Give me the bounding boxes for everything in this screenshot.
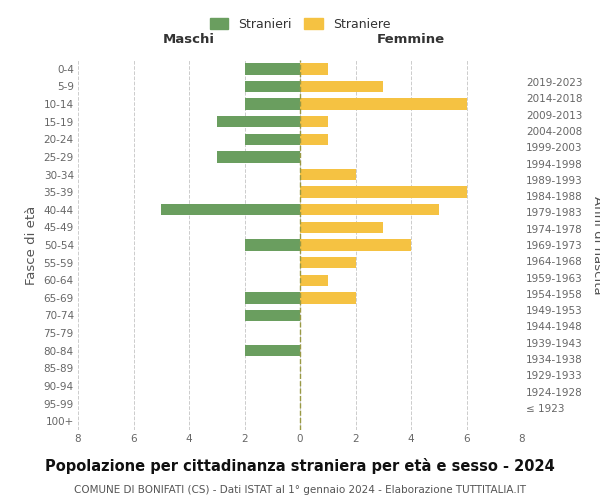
Bar [245,310,300,321]
Bar [300,134,328,145]
Bar [245,134,300,145]
Bar [300,222,383,233]
Bar [300,257,356,268]
Bar [300,169,356,180]
Bar [300,204,439,216]
Text: Maschi: Maschi [163,33,215,46]
Bar [300,186,467,198]
Bar [300,98,467,110]
Bar [245,240,300,250]
Bar [300,80,383,92]
Bar [300,292,356,304]
Text: Popolazione per cittadinanza straniera per età e sesso - 2024: Popolazione per cittadinanza straniera p… [45,458,555,473]
Bar [161,204,300,216]
Bar [300,116,328,128]
Y-axis label: Anni di nascita: Anni di nascita [591,196,600,294]
Y-axis label: Fasce di età: Fasce di età [25,206,38,284]
Bar [245,80,300,92]
Bar [217,151,300,162]
Bar [245,292,300,304]
Bar [245,345,300,356]
Bar [245,63,300,74]
Bar [245,98,300,110]
Legend: Stranieri, Straniere: Stranieri, Straniere [206,14,394,34]
Bar [217,116,300,128]
Bar [300,240,411,250]
Bar [300,63,328,74]
Bar [300,274,328,286]
Text: Femmine: Femmine [377,33,445,46]
Text: COMUNE DI BONIFATI (CS) - Dati ISTAT al 1° gennaio 2024 - Elaborazione TUTTITALI: COMUNE DI BONIFATI (CS) - Dati ISTAT al … [74,485,526,495]
